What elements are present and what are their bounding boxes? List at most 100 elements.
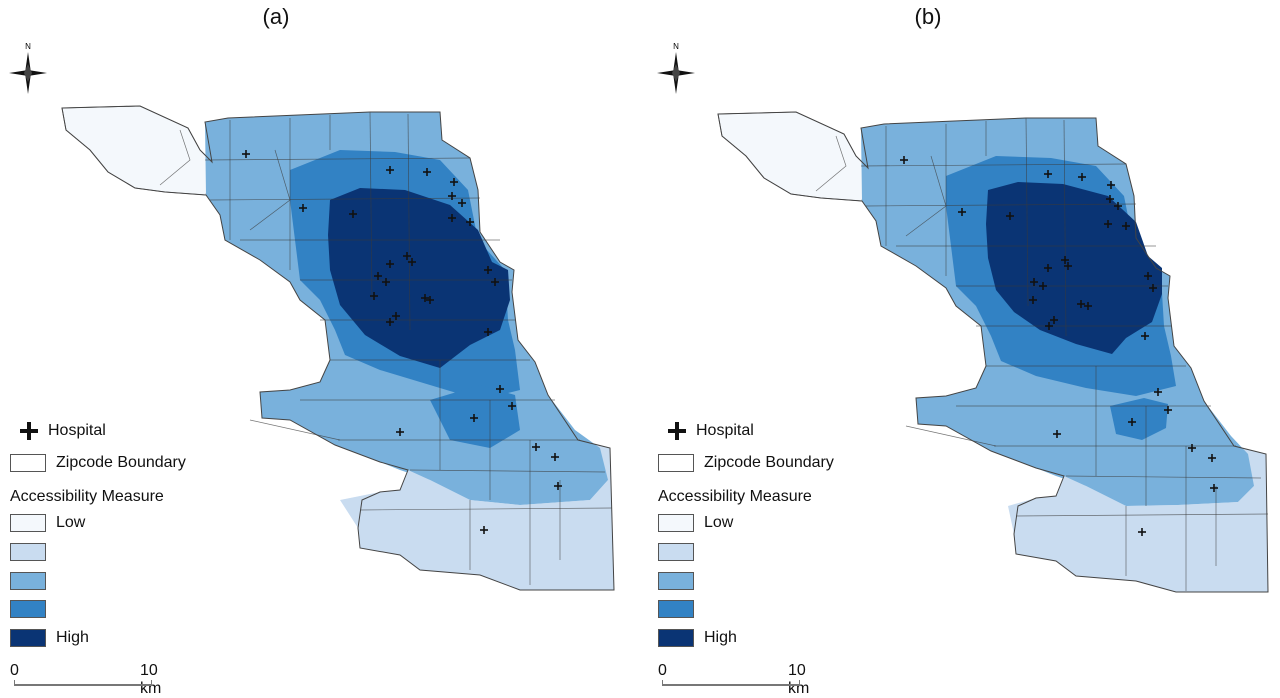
scale-end-label: 10 km [788, 662, 810, 697]
zipcode-boundary [1063, 119, 1067, 337]
legend-class [658, 572, 704, 590]
hospital-marker [1149, 284, 1157, 292]
class-swatch [658, 600, 694, 618]
scale-start-label: 0 [10, 662, 19, 679]
zipcode-boundaries [717, 111, 1269, 593]
scale-bar: 0 10 km [658, 660, 818, 697]
hospital-marker [1107, 181, 1115, 189]
hospital-marker [470, 414, 478, 422]
hospital-marker [1106, 195, 1114, 203]
hospital-markers [900, 156, 1218, 536]
hospital-marker [1144, 272, 1152, 280]
zipcode-boundary [1015, 513, 1269, 517]
hospital-marker [349, 210, 357, 218]
zone-medium-high-south [430, 385, 520, 448]
hospital-marker [426, 296, 434, 304]
hospital-marker [532, 443, 540, 451]
hospital-marker [1104, 220, 1112, 228]
scale-end-label: 10 km [140, 662, 162, 697]
north-label: N [673, 42, 679, 51]
scale-tick [151, 680, 152, 686]
hospital-marker [458, 199, 466, 207]
hospital-marker [1053, 430, 1061, 438]
legend-hospital-label: Hospital [48, 422, 106, 439]
hospital-markers [242, 150, 562, 534]
zone-south-low [1008, 476, 1268, 592]
zipcode-boundary [249, 149, 291, 231]
hospital-marker [370, 292, 378, 300]
class-swatch [10, 543, 46, 561]
legend-class [658, 543, 704, 561]
hospital-marker [1141, 332, 1149, 340]
accessibility-map [61, 105, 615, 591]
class-label: High [56, 629, 89, 646]
zone-west-low [717, 111, 869, 202]
hospital-marker [466, 218, 474, 226]
zipcode-boundary [905, 425, 997, 447]
class-label: Low [704, 514, 734, 531]
hospital-marker [958, 208, 966, 216]
hospital-marker [374, 272, 382, 280]
plus-icon [658, 420, 694, 442]
legend-class: High [658, 629, 737, 647]
plus-icon [10, 420, 46, 442]
legend-boundary-label: Zipcode Boundary [704, 454, 834, 471]
zipcode-boundary [359, 507, 613, 511]
accessibility-zones [717, 111, 1268, 592]
panel-label: (b) [914, 4, 942, 29]
zipcode-boundary [860, 163, 1127, 167]
zipcode-boundary [409, 469, 606, 473]
zone-medium-high-south [1110, 398, 1168, 440]
zone-south-low [340, 470, 614, 590]
zipcode-boundary [1065, 475, 1262, 479]
scale-bar: 0 10 km [10, 660, 170, 697]
hospital-marker [1128, 418, 1136, 426]
legend-class [10, 543, 56, 561]
legend-hospital: Hospital [10, 420, 106, 442]
class-swatch [10, 629, 46, 647]
legend-title: Accessibility Measure [10, 488, 164, 505]
hospital-marker [1208, 454, 1216, 462]
hospital-marker [508, 402, 516, 410]
hospital-marker [1077, 300, 1085, 308]
class-swatch [10, 572, 46, 590]
hospital-marker [1078, 173, 1086, 181]
hospital-marker [554, 482, 562, 490]
hospital-marker [299, 204, 307, 212]
hospital-marker [450, 178, 458, 186]
hospital-marker [386, 318, 394, 326]
hospital-marker [1061, 256, 1069, 264]
zipcode-boundary [905, 155, 947, 237]
legend-boundary: Zipcode Boundary [10, 454, 186, 472]
zipcode-boundaries [61, 105, 615, 591]
map-panel-b: (b) N Hospital Zipcode Boundary Accessib… [648, 0, 1280, 697]
zipcode-boundary [369, 111, 373, 301]
hospital-marker [551, 453, 559, 461]
hospital-marker [1006, 212, 1014, 220]
hospital-marker [382, 278, 390, 286]
class-swatch [658, 543, 694, 561]
boundary-swatch [10, 454, 46, 472]
class-swatch [658, 514, 694, 532]
hospital-marker [392, 312, 400, 320]
zipcode-boundary [865, 203, 1137, 207]
scale-start-label: 0 [658, 662, 667, 679]
zipcode-boundary [209, 197, 481, 201]
hospital-marker [408, 258, 416, 266]
hospital-marker [403, 252, 411, 260]
hospital-marker [1030, 278, 1038, 286]
hospital-marker [448, 192, 456, 200]
hospital-marker [1044, 264, 1052, 272]
class-label: Low [56, 514, 86, 531]
legend-boundary-label: Zipcode Boundary [56, 454, 186, 471]
hospital-marker [242, 150, 250, 158]
class-label: High [704, 629, 737, 646]
zone-high [328, 188, 510, 368]
accessibility-zones [61, 105, 614, 590]
hospital-marker [480, 526, 488, 534]
hospital-marker [386, 166, 394, 174]
legend-hospital: Hospital [658, 420, 754, 442]
hospital-marker [386, 260, 394, 268]
zone-west-low [61, 105, 213, 196]
hospital-marker [1122, 222, 1130, 230]
